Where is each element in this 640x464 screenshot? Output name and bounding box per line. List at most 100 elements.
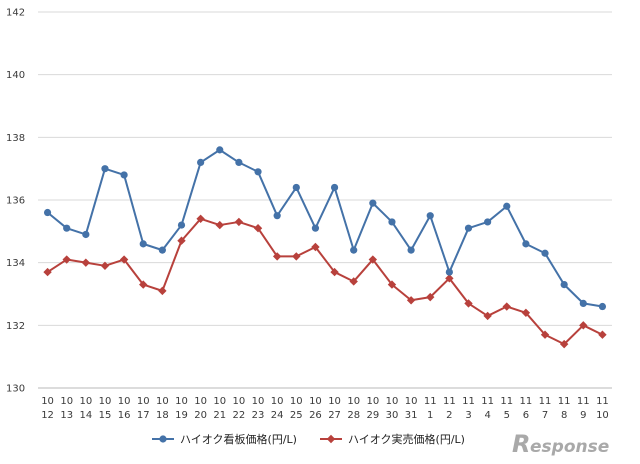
data-point <box>560 281 568 289</box>
x-tick-month-label: 11 <box>596 396 609 407</box>
series-signboard-price <box>43 146 607 311</box>
x-tick-day-label: 1 <box>427 410 433 421</box>
data-point <box>406 296 416 305</box>
x-tick-day-label: 4 <box>484 410 490 421</box>
x-tick-month-label: 10 <box>386 396 399 407</box>
x-tick-month-label: 11 <box>558 396 571 407</box>
x-tick-month-label: 10 <box>366 396 379 407</box>
data-point <box>350 246 358 254</box>
data-point <box>559 339 569 349</box>
data-point <box>521 308 531 317</box>
x-tick-month-label: 10 <box>137 396 150 407</box>
x-tick-day-label: 22 <box>233 410 246 421</box>
x-tick-day-label: 12 <box>41 410 54 421</box>
x-tick-month-label: 10 <box>156 396 169 407</box>
y-tick-label: 132 <box>6 321 25 332</box>
x-tick-month-label: 11 <box>577 396 590 407</box>
legend: ハイオク看板価格(円/L) ハイオク実売価格(円/L) <box>152 432 465 446</box>
data-point <box>272 252 282 261</box>
data-point <box>43 267 52 277</box>
data-point <box>387 280 397 289</box>
x-tick-day-label: 21 <box>213 410 226 421</box>
y-tick-label: 140 <box>6 70 25 81</box>
data-point <box>43 208 52 217</box>
y-tick-label: 142 <box>6 8 25 19</box>
data-point <box>483 311 492 321</box>
x-tick-month-label: 11 <box>424 396 437 407</box>
x-tick-day-label: 9 <box>580 410 586 421</box>
data-point <box>369 199 377 207</box>
x-tick-month-label: 10 <box>271 396 284 407</box>
y-tick-label: 134 <box>6 258 25 269</box>
x-tick-day-label: 20 <box>194 410 207 421</box>
data-point <box>139 280 148 289</box>
data-point <box>139 240 147 248</box>
logo-text: esponse <box>530 437 609 457</box>
x-tick-month-label: 10 <box>118 396 131 407</box>
data-point <box>82 230 90 239</box>
data-point <box>197 158 205 166</box>
data-point <box>598 330 607 339</box>
x-tick-day-label: 15 <box>99 410 112 421</box>
x-tick-month-label: 10 <box>309 396 322 407</box>
x-tick-day-label: 24 <box>271 410 284 421</box>
data-point <box>311 242 320 252</box>
data-point <box>62 255 71 264</box>
data-point <box>63 224 71 232</box>
data-point <box>158 286 167 296</box>
data-point <box>330 267 339 277</box>
x-tick-day-label: 2 <box>446 410 452 421</box>
x-tick-day-label: 5 <box>504 410 510 421</box>
x-tick-month-label: 10 <box>175 396 188 407</box>
legend-item: ハイオク看板価格(円/L) <box>152 432 297 446</box>
x-tick-day-label: 10 <box>596 410 609 421</box>
data-point <box>235 158 243 166</box>
x-tick-month-label: 10 <box>252 396 265 407</box>
data-point <box>292 252 301 261</box>
data-point <box>579 299 587 307</box>
x-tick-month-label: 11 <box>539 396 552 407</box>
x-tick-day-label: 3 <box>465 410 471 421</box>
data-point <box>540 330 550 339</box>
data-point <box>407 246 415 254</box>
x-tick-day-label: 8 <box>561 410 567 421</box>
x-tick-day-label: 16 <box>118 410 131 421</box>
x-tick-day-label: 29 <box>366 410 379 421</box>
y-axis-tick-labels: 130 132 134 136 138 140 142 <box>6 8 25 395</box>
data-point <box>215 220 224 230</box>
x-tick-day-label: 6 <box>523 410 529 421</box>
x-tick-month-label: 10 <box>347 396 360 407</box>
data-point <box>254 168 262 176</box>
y-tick-label: 136 <box>6 196 25 207</box>
data-point <box>311 224 320 232</box>
x-tick-month-label: 11 <box>520 396 533 407</box>
data-point <box>292 183 300 192</box>
x-tick-month-label: 10 <box>233 396 246 407</box>
x-tick-day-label: 27 <box>328 410 341 421</box>
series-line <box>47 217 603 346</box>
series-actual-price <box>43 214 607 349</box>
x-tick-month-label: 11 <box>462 396 475 407</box>
x-tick-day-label: 7 <box>542 410 548 421</box>
legend-label: ハイオク実売価格(円/L) <box>348 432 465 446</box>
logo-initial: R <box>512 430 530 458</box>
x-tick-month-label: 10 <box>290 396 303 407</box>
data-point <box>349 277 358 286</box>
data-point <box>464 224 473 232</box>
data-point <box>158 246 166 254</box>
x-axis-tick-labels: 1012101310141015101610171018101910201021… <box>41 396 609 421</box>
data-point <box>445 268 453 276</box>
x-tick-month-label: 10 <box>41 396 54 407</box>
x-tick-day-label: 26 <box>309 410 322 421</box>
data-point <box>81 258 91 267</box>
data-point <box>196 214 205 223</box>
data-point <box>598 302 607 311</box>
x-tick-day-label: 19 <box>175 410 188 421</box>
data-point <box>522 240 530 248</box>
x-tick-day-label: 31 <box>405 410 418 421</box>
data-point <box>177 236 186 245</box>
data-point <box>426 292 435 302</box>
gridlines <box>38 11 612 389</box>
